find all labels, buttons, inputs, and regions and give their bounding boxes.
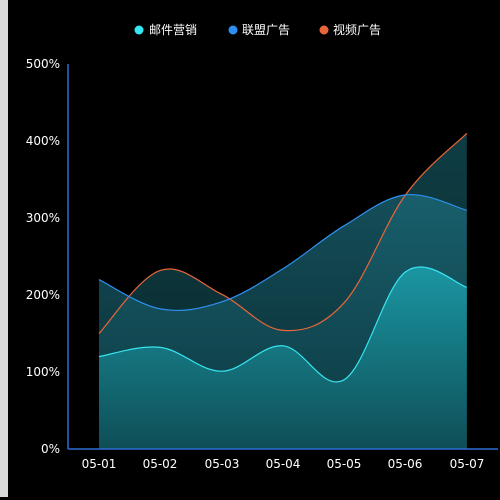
legend-marker-series-2 — [319, 25, 329, 35]
line-series-1 — [98, 194, 467, 312]
plot-areas — [99, 133, 467, 450]
y-tick-0: 0% — [41, 442, 60, 456]
legend-label-series-1: 联盟广告 — [242, 23, 290, 37]
x-tick-1: 05-02 — [143, 457, 178, 471]
plot-lines — [98, 132, 468, 383]
y-tick-2: 200% — [26, 288, 60, 302]
legend-item-series-2[interactable]: 视频广告 — [319, 22, 382, 37]
x-axis-ticks: 05-01 05-02 05-03 05-04 05-05 05-06 05-0… — [82, 457, 485, 471]
legend-item-series-0[interactable]: 邮件营销 — [134, 23, 198, 37]
x-tick-0: 05-01 — [82, 457, 117, 471]
x-tick-3: 05-04 — [266, 457, 301, 471]
legend-item-series-1[interactable]: 联盟广告 — [228, 23, 291, 37]
left-edge-strip — [0, 0, 8, 500]
y-tick-1: 100% — [26, 365, 60, 379]
y-tick-5: 500% — [26, 57, 60, 71]
y-tick-4: 400% — [26, 134, 60, 148]
x-tick-4: 05-05 — [327, 457, 362, 471]
x-tick-5: 05-06 — [388, 457, 423, 471]
legend-marker-series-1 — [228, 25, 238, 35]
legend-marker-series-0 — [134, 25, 144, 35]
legend-label-series-0: 邮件营销 — [149, 23, 197, 37]
y-tick-3: 300% — [26, 211, 60, 225]
legend-label-series-2: 视频广告 — [333, 22, 381, 37]
x-tick-6: 05-07 — [450, 457, 485, 471]
chart-legend[interactable]: 邮件营销 联盟广告 视频广告 — [134, 22, 382, 37]
bottom-edge-strip — [0, 497, 500, 500]
x-tick-2: 05-03 — [205, 457, 240, 471]
line-series-0 — [98, 266, 468, 383]
y-axis-ticks: 0% 100% 200% 300% 400% 500% — [26, 57, 60, 456]
area-series-0 — [99, 266, 467, 449]
